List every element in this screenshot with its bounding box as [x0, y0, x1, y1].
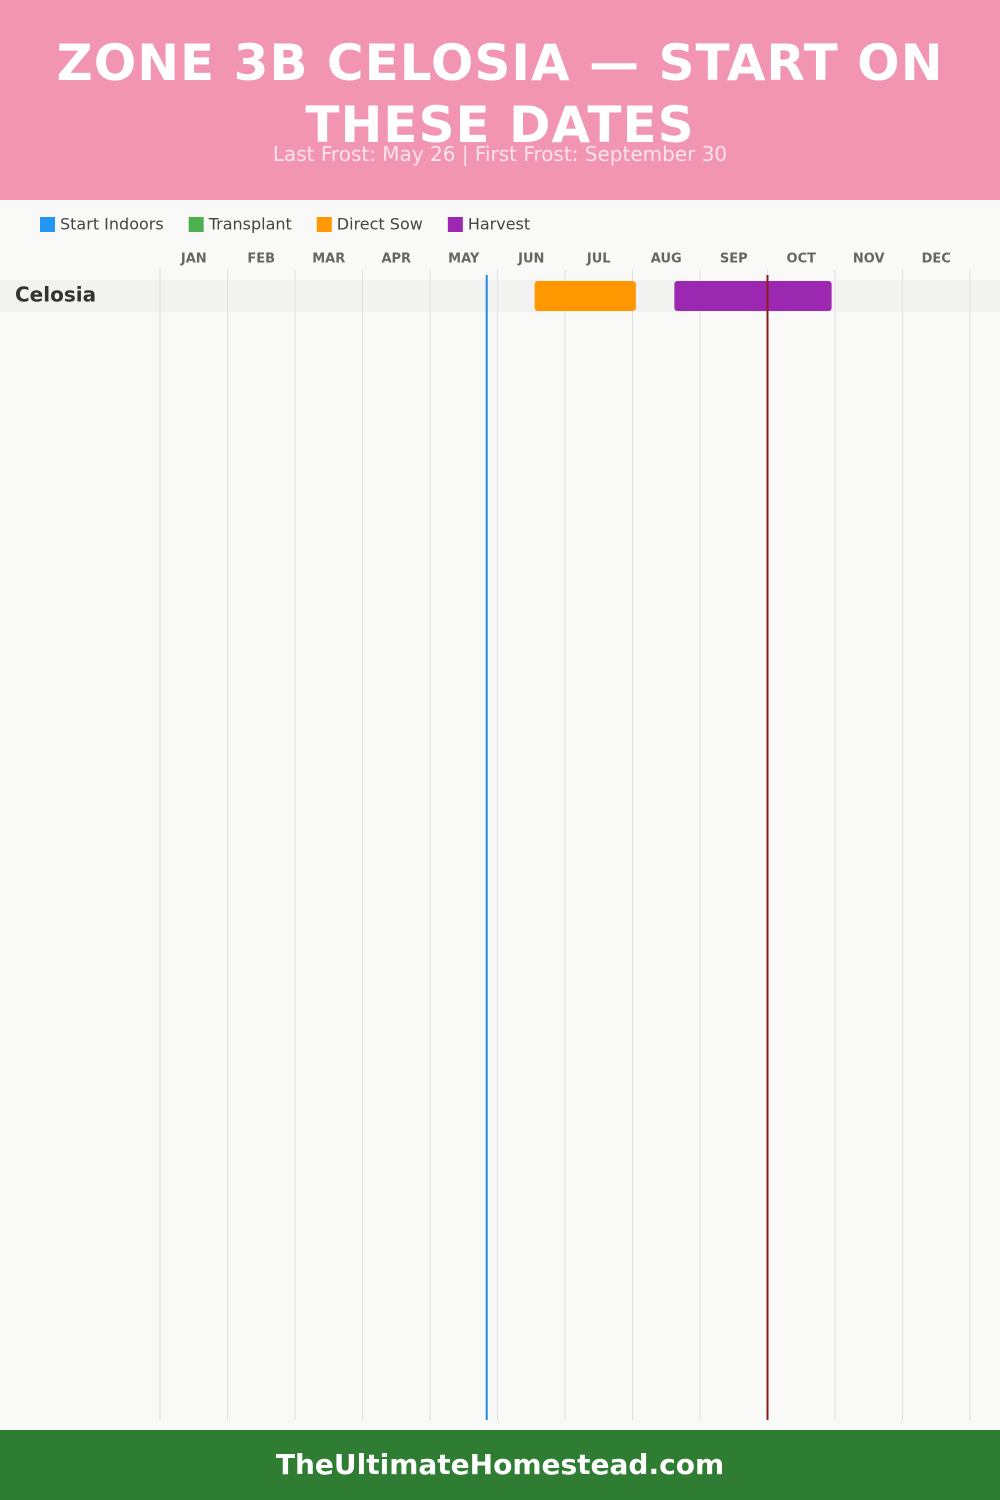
header: ZONE 3B CELOSIA — START ON THESE DATES L…	[0, 0, 1000, 200]
bar	[534, 281, 636, 311]
legend-swatch	[188, 217, 204, 232]
x-tick-label: DEC	[922, 252, 951, 267]
x-tick-label: NOV	[853, 252, 885, 267]
footer: TheUltimateHomestead.com	[0, 1430, 1000, 1500]
row-label: Celosia	[15, 283, 96, 307]
chart: JAN FEB MAR APR MAY JUN JUL AUG SEP OCT NOV DEC Star…	[0, 215, 1000, 1420]
legend-swatch	[316, 217, 332, 232]
x-tick-label: AUG	[651, 252, 682, 267]
x-tick-label: APR	[381, 252, 411, 267]
x-tick-label: MAR	[312, 252, 345, 267]
legend-label: Direct Sow	[337, 215, 423, 234]
x-tick-label: SEP	[720, 252, 748, 267]
row-background	[0, 280, 1000, 312]
x-tick-label: JUL	[586, 252, 611, 267]
x-tick-label: JUN	[517, 252, 544, 267]
subtitle: Last Frost: May 26 | First Frost: Septem…	[272, 142, 728, 166]
x-tick-label: FEB	[247, 252, 275, 267]
x-tick-label: MAY	[448, 252, 480, 267]
x-tick-label: OCT	[787, 252, 817, 267]
legend-label: Harvest	[468, 215, 530, 234]
legend-label: Transplant	[208, 215, 292, 234]
legend-swatch	[447, 217, 463, 232]
x-tick-label: JAN	[180, 252, 207, 267]
legend-label: Start Indoors	[60, 215, 164, 234]
bar	[674, 281, 832, 311]
title: ZONE 3B CELOSIA — START ON THESE DATES	[56, 34, 944, 154]
legend-swatch	[40, 217, 55, 232]
